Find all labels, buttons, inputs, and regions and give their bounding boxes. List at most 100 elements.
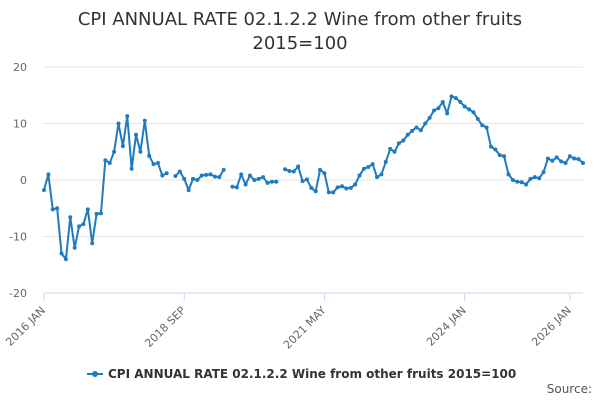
data-point[interactable]: [300, 179, 305, 184]
data-point[interactable]: [361, 166, 366, 171]
data-point[interactable]: [296, 164, 301, 169]
data-point[interactable]: [322, 171, 327, 176]
data-point[interactable]: [545, 156, 550, 161]
data-point[interactable]: [291, 169, 296, 174]
source-label[interactable]: Source:: [546, 382, 592, 396]
data-point[interactable]: [103, 158, 108, 163]
data-point[interactable]: [493, 147, 498, 152]
data-point[interactable]: [532, 175, 537, 180]
data-point[interactable]: [537, 176, 542, 181]
data-point[interactable]: [186, 188, 191, 193]
data-point[interactable]: [550, 158, 555, 163]
data-point[interactable]: [515, 179, 520, 184]
data-point[interactable]: [63, 257, 68, 262]
legend[interactable]: CPI ANNUAL RATE 02.1.2.2 Wine from other…: [87, 367, 516, 381]
data-point[interactable]: [563, 161, 568, 166]
data-point[interactable]: [541, 170, 546, 175]
data-point[interactable]: [475, 116, 480, 121]
data-point[interactable]: [559, 159, 564, 164]
data-point[interactable]: [401, 138, 406, 143]
data-point[interactable]: [265, 180, 270, 185]
data-point[interactable]: [388, 146, 393, 151]
data-point[interactable]: [98, 211, 103, 216]
data-point[interactable]: [445, 111, 450, 116]
data-point[interactable]: [497, 153, 502, 158]
data-point[interactable]: [396, 141, 401, 146]
data-point[interactable]: [414, 125, 419, 130]
data-point[interactable]: [576, 157, 581, 162]
data-point[interactable]: [357, 173, 362, 178]
data-point[interactable]: [309, 185, 314, 190]
data-point[interactable]: [247, 173, 252, 178]
data-point[interactable]: [46, 172, 51, 177]
data-point[interactable]: [423, 121, 428, 126]
data-point[interactable]: [313, 189, 318, 194]
data-point[interactable]: [190, 176, 195, 181]
data-point[interactable]: [177, 169, 182, 174]
data-point[interactable]: [68, 215, 73, 220]
data-point[interactable]: [134, 132, 139, 137]
data-point[interactable]: [138, 149, 143, 154]
data-point[interactable]: [366, 165, 371, 170]
data-point[interactable]: [383, 159, 388, 164]
data-point[interactable]: [348, 185, 353, 190]
data-point[interactable]: [81, 222, 86, 227]
data-point[interactable]: [370, 162, 375, 167]
data-point[interactable]: [488, 144, 493, 149]
data-point[interactable]: [506, 172, 511, 177]
data-point[interactable]: [50, 207, 55, 212]
data-point[interactable]: [392, 149, 397, 154]
data-point[interactable]: [234, 185, 239, 190]
data-point[interactable]: [199, 173, 204, 178]
data-point[interactable]: [256, 176, 261, 181]
data-point[interactable]: [155, 161, 160, 166]
data-point[interactable]: [405, 132, 410, 137]
data-point[interactable]: [212, 174, 217, 179]
data-point[interactable]: [208, 172, 213, 177]
data-point[interactable]: [326, 190, 331, 195]
data-point[interactable]: [173, 174, 178, 179]
data-point[interactable]: [90, 241, 95, 246]
data-point[interactable]: [554, 155, 559, 160]
data-point[interactable]: [269, 179, 274, 184]
data-point[interactable]: [129, 166, 134, 171]
data-point[interactable]: [195, 178, 200, 182]
data-point[interactable]: [318, 167, 323, 172]
data-point[interactable]: [449, 94, 454, 99]
data-point[interactable]: [287, 168, 292, 173]
data-point[interactable]: [432, 108, 437, 113]
data-point[interactable]: [462, 104, 467, 109]
data-point[interactable]: [410, 128, 415, 133]
data-point[interactable]: [375, 175, 380, 180]
data-point[interactable]: [519, 180, 524, 185]
data-point[interactable]: [72, 245, 77, 250]
data-point[interactable]: [502, 154, 507, 159]
data-point[interactable]: [204, 172, 209, 177]
data-point[interactable]: [182, 176, 187, 181]
data-point[interactable]: [239, 172, 244, 177]
data-point[interactable]: [274, 179, 279, 184]
series-path[interactable]: [43, 95, 584, 261]
data-point[interactable]: [510, 178, 515, 182]
data-point[interactable]: [59, 251, 64, 256]
data-point[interactable]: [221, 167, 226, 172]
data-point[interactable]: [335, 185, 340, 190]
data-point[interactable]: [112, 149, 117, 154]
data-point[interactable]: [164, 171, 169, 176]
data-point[interactable]: [453, 96, 458, 101]
data-point[interactable]: [458, 100, 463, 105]
data-point[interactable]: [440, 100, 445, 105]
data-point[interactable]: [147, 153, 152, 158]
data-point[interactable]: [107, 161, 112, 166]
data-point[interactable]: [572, 156, 577, 161]
data-point[interactable]: [243, 182, 248, 187]
data-point[interactable]: [94, 211, 99, 216]
data-point[interactable]: [436, 106, 441, 111]
data-point[interactable]: [42, 188, 46, 193]
data-point[interactable]: [160, 173, 165, 178]
data-point[interactable]: [230, 184, 235, 189]
data-point[interactable]: [261, 175, 266, 180]
data-point[interactable]: [304, 177, 309, 182]
series-line[interactable]: [43, 95, 584, 261]
data-point[interactable]: [331, 190, 336, 195]
